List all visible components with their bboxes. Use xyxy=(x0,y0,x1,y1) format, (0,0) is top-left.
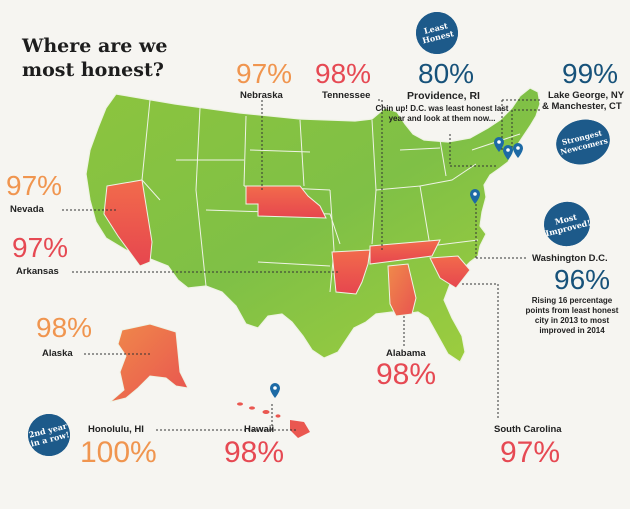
page-title: Where are we most honest? xyxy=(22,35,168,81)
state-nevada xyxy=(103,179,153,267)
alaska-pct: 98% xyxy=(36,312,93,343)
state-tennessee xyxy=(369,239,441,265)
pin-icon xyxy=(494,137,504,152)
state-alaska xyxy=(109,323,189,403)
lake-george-pct: 99% xyxy=(562,58,619,89)
arkansas-pct: 97% xyxy=(12,232,69,263)
state-alabama xyxy=(387,263,417,317)
manchester-label: & Manchester, CT xyxy=(542,101,622,112)
alabama-label: Alabama xyxy=(386,348,426,359)
hawaii-pct: 98% xyxy=(224,436,285,469)
washington-note: Rising 16 percentage points from least h… xyxy=(525,296,619,335)
providence-pct: 80% xyxy=(418,58,475,89)
honolulu-pct: 100% xyxy=(80,436,157,469)
map-pins xyxy=(270,137,523,398)
south-carolina-label: South Carolina xyxy=(494,424,562,435)
pin-icon xyxy=(503,145,513,160)
state-south-carolina xyxy=(429,255,471,289)
state-nebraska xyxy=(245,185,327,219)
pin-icon xyxy=(470,189,480,204)
washington-pct: 96% xyxy=(554,264,611,295)
washington-label: Washington D.C. xyxy=(532,253,608,264)
south-carolina-pct: 97% xyxy=(500,436,561,469)
pin-icon xyxy=(270,383,280,398)
alaska-label: Alaska xyxy=(42,348,73,359)
tennessee-pct: 98% xyxy=(315,58,372,89)
state-hawaii xyxy=(237,402,310,438)
providence-label: Providence, RI xyxy=(407,90,480,102)
lake-george-label: Lake George, NY xyxy=(548,90,625,101)
providence-note: Chin up! D.C. was least honest last year… xyxy=(375,104,509,123)
nebraska-pct: 97% xyxy=(236,58,293,89)
honolulu-label: Honolulu, HI xyxy=(88,424,144,435)
tennessee-label: Tennessee xyxy=(322,90,371,101)
alabama-pct: 98% xyxy=(376,358,437,391)
nevada-pct: 97% xyxy=(6,170,63,201)
continental-us xyxy=(85,87,541,363)
leader-lines xyxy=(62,99,540,431)
nebraska-label: Nebraska xyxy=(240,90,283,101)
pin-icon xyxy=(513,143,523,158)
nevada-label: Nevada xyxy=(10,204,44,215)
hawaii-label: Hawaii xyxy=(244,424,275,435)
arkansas-label: Arkansas xyxy=(16,266,59,277)
